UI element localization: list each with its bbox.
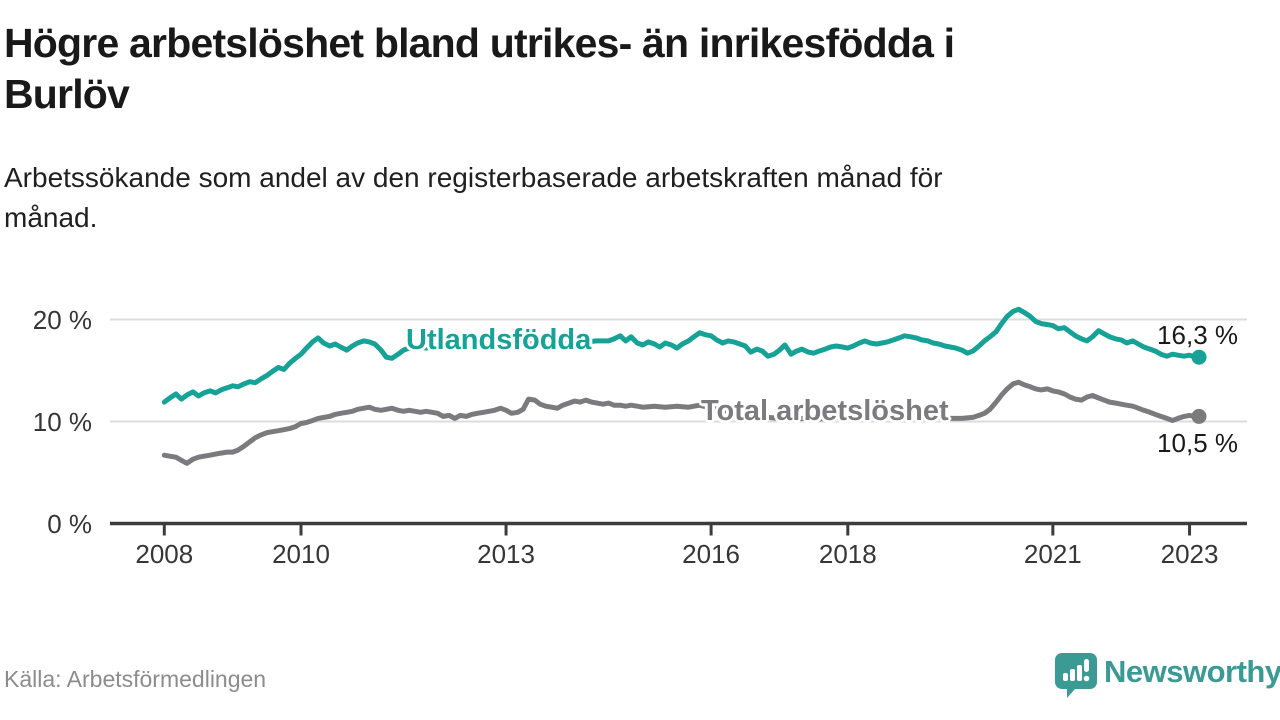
page-title: Högre arbetslöshet bland utrikes- än inr…	[4, 18, 955, 120]
chart-subtitle-line-2: månad.	[4, 201, 98, 233]
series-label-utlandsfodda: Utlandsfödda	[406, 324, 592, 356]
source-attribution: Källa: Arbetsförmedlingen	[4, 666, 267, 692]
end-value-total-arbetsloshet: 10,5 %	[1157, 428, 1238, 458]
page-title-line-1: Högre arbetslöshet bland utrikes- än inr…	[4, 20, 955, 66]
page-title-line-2: Burlöv	[4, 70, 130, 117]
series-line-1	[161, 379, 1198, 466]
chart-subtitle: Arbetssökande som andel av den registerb…	[4, 158, 943, 238]
series-label-total-arbetsloshet: Total arbetslöshet	[701, 395, 949, 427]
x-tick-label-2021: 2021	[1023, 539, 1082, 569]
newsworthy-wordmark: Newsworthy	[1104, 654, 1280, 689]
newsworthy-chart-bubble-icon	[1055, 653, 1097, 698]
y-tick-label-0: 0 %	[47, 508, 92, 539]
y-axis-labels: 0 % 10 % 20 %	[0, 0, 92, 720]
y-tick-label-10: 10 %	[32, 406, 92, 437]
end-value-utlandsfodda: 16,3 %	[1157, 320, 1238, 350]
x-tick-label-2016: 2016	[682, 539, 741, 569]
series-end-dot-0	[1191, 349, 1207, 365]
x-axis-labels: 2008 2010 2013 2016 2018 2021 2023	[0, 539, 1280, 573]
series-end-dot-1	[1191, 408, 1207, 424]
x-tick-label-2023: 2023	[1160, 539, 1219, 569]
newsworthy-logo: Newsworthy	[1052, 650, 1280, 700]
y-tick-label-20: 20 %	[32, 304, 92, 335]
chart-subtitle-line-1: Arbetssökande som andel av den registerb…	[4, 162, 943, 193]
series-line-0	[161, 306, 1198, 405]
x-tick-label-2010: 2010	[272, 539, 330, 569]
x-tick-label-2008: 2008	[135, 539, 194, 569]
x-tick-label-2013: 2013	[477, 539, 535, 569]
x-tick-label-2018: 2018	[818, 539, 877, 569]
